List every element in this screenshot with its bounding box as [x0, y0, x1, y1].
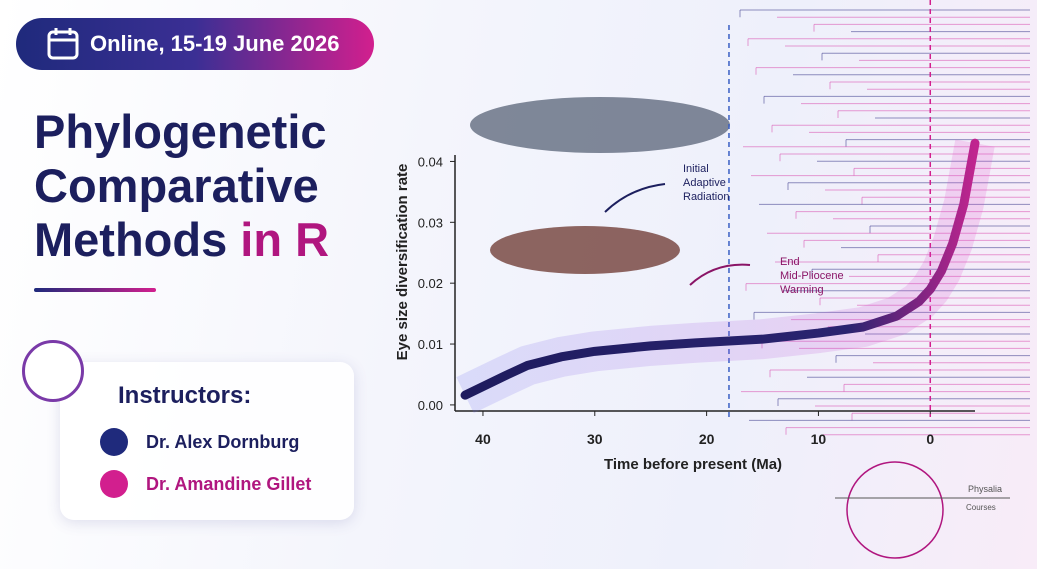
x-tick-label: 40 [475, 431, 491, 447]
y-tick-label: 0.03 [418, 215, 443, 230]
calendar-icon [47, 28, 79, 60]
y-tick-label: 0.04 [418, 154, 443, 169]
instructor-name: Dr. Alex Dornburg [146, 432, 300, 452]
divider [34, 288, 156, 292]
x-tick-label: 20 [699, 431, 715, 447]
date-text: Online, 15-19 June 2026 [90, 31, 340, 56]
x-tick-label: 30 [587, 431, 603, 447]
instructors-avatar [22, 340, 84, 402]
instructor-name: Dr. Amandine Gillet [146, 474, 312, 494]
annotation: End Mid-Pliocene Warming [780, 256, 844, 296]
x-tick-label: 0 [926, 431, 934, 447]
logo-name: Physalia [968, 484, 1002, 494]
annotation-arrow [689, 263, 751, 286]
title-line: Comparative [34, 159, 319, 212]
logo-ring [846, 461, 944, 559]
instructor-icon [100, 428, 128, 456]
fish [490, 226, 680, 274]
instructors-card: Instructors: Dr. Alex Dornburg Dr. Amand… [60, 362, 354, 520]
instructors-heading: Instructors: [118, 382, 252, 409]
logo-sub: Courses [966, 503, 996, 512]
x-axis-label: Time before present (Ma) [604, 456, 782, 473]
y-tick-label: 0.02 [418, 276, 443, 291]
title-line: Phylogenetic [34, 105, 327, 158]
date-pill: Online, 15-19 June 2026 [16, 18, 374, 70]
title-text: Methods [34, 213, 228, 266]
instructor-icon [100, 470, 128, 498]
y-tick-label: 0.01 [418, 337, 443, 352]
annotation-arrow [604, 183, 666, 213]
y-tick-label: 0.00 [418, 398, 443, 413]
title-accent: in R [240, 213, 330, 266]
rate-curve [460, 138, 980, 400]
title-line: Methods in R [34, 214, 329, 266]
y-axis-label: Eye size diversification rate [394, 164, 411, 361]
annotation: Initial Adaptive Radiation [683, 163, 729, 203]
fish [470, 97, 730, 153]
x-tick-label: 10 [811, 431, 827, 447]
